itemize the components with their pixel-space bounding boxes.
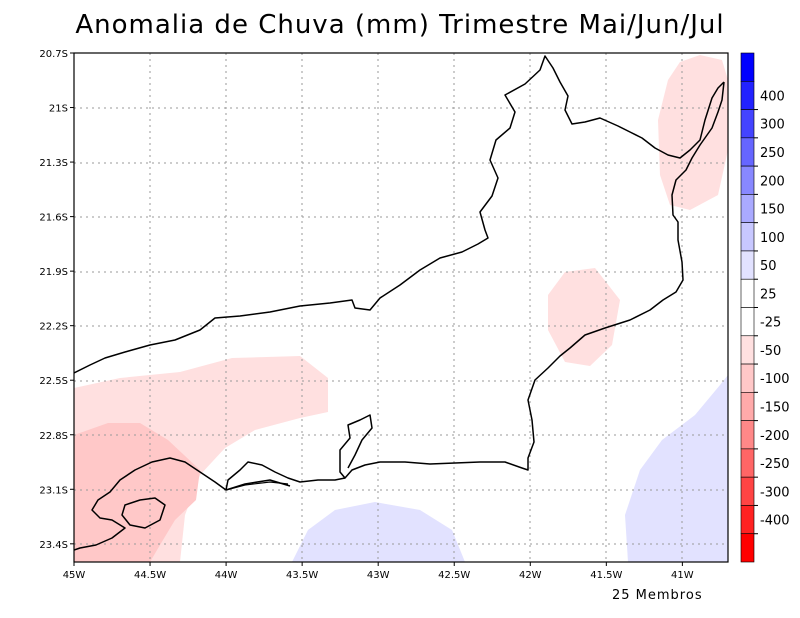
colorbar-bin xyxy=(740,392,755,421)
colorbar-label: 400 xyxy=(760,89,785,104)
colorbar-label: 200 xyxy=(760,174,785,189)
lon-tick-label: 45W xyxy=(63,570,86,581)
colorbar-label: 300 xyxy=(760,118,785,133)
state-border xyxy=(74,55,725,374)
colorbar-label: -150 xyxy=(760,400,790,415)
lon-tick-label: 41W xyxy=(671,570,694,581)
colorbar-bin xyxy=(740,363,755,393)
colorbar-bin xyxy=(740,476,755,506)
anomaly-region-positive-25-50-south xyxy=(292,502,465,562)
guanabara-bay xyxy=(225,461,346,491)
colorbar-bin xyxy=(740,278,755,308)
colorbar-bin xyxy=(740,307,755,337)
lon-tick-label: 43.5W xyxy=(286,570,318,581)
lat-tick-label: 23.1S xyxy=(39,485,68,496)
colorbar-label: -25 xyxy=(760,316,781,331)
ilha-grande xyxy=(121,497,166,529)
colorbar-bin xyxy=(740,505,755,535)
colorbar-bin xyxy=(740,420,755,450)
colorbar-label: -200 xyxy=(760,429,790,444)
anomaly-region-negative-25-50-central xyxy=(548,268,620,366)
colorbar-bin xyxy=(740,533,755,563)
colorbar-bin xyxy=(740,448,755,478)
colorbar-label: 100 xyxy=(760,231,785,246)
lon-axis: 45W 44.5W 44W 43.5W 43W 42.5W 42W 41.5W 41W xyxy=(63,562,694,581)
lon-tick-label: 44.5W xyxy=(134,570,166,581)
lat-tick-label: 22.2S xyxy=(39,322,68,333)
colorbar-bin xyxy=(740,250,755,280)
colorbar-bin xyxy=(740,137,755,167)
colorbar-bin xyxy=(740,194,755,223)
colorbar-bin xyxy=(740,80,755,110)
anomaly-shading xyxy=(74,55,728,562)
colorbar-label: -100 xyxy=(760,372,790,387)
colorbar-label: -300 xyxy=(760,485,790,500)
plot-frame xyxy=(73,52,729,563)
anomaly-region-negative-25-50-northeast xyxy=(658,55,728,210)
marambaia xyxy=(225,481,289,491)
lon-tick-label: 41.5W xyxy=(590,570,622,581)
colorbar-bin xyxy=(740,165,755,195)
colorbar-label: 250 xyxy=(760,146,785,161)
colorbar-label: -50 xyxy=(760,344,781,359)
lat-tick-label: 21S xyxy=(49,104,68,115)
grid-lines xyxy=(74,53,728,562)
lat-tick-label: 22.8S xyxy=(39,431,68,442)
colorbar: 400 300 250 200 150 100 50 25 -25 -50 -100 -150 -200… xyxy=(740,52,790,563)
lat-tick-label: 21.6S xyxy=(39,213,68,224)
colorbar-bin xyxy=(740,335,755,365)
coastline xyxy=(339,81,725,479)
colorbar-label: 150 xyxy=(760,203,785,218)
ensemble-members-label: 25 Membros xyxy=(612,588,703,603)
colorbar-label: 25 xyxy=(760,287,777,302)
lat-tick-label: 21.9S xyxy=(39,267,68,278)
lat-tick-label: 21.3S xyxy=(39,158,68,169)
colorbar-label: 50 xyxy=(760,259,777,274)
lon-tick-label: 43W xyxy=(367,570,390,581)
colorbar-label: -400 xyxy=(760,514,790,529)
colorbar-label: -250 xyxy=(760,457,790,472)
lon-tick-label: 42.5W xyxy=(438,570,470,581)
sepetiba-bay-coast xyxy=(74,457,227,551)
map-title: Anomalia de Chuva (mm) Trimestre Mai/Jun… xyxy=(75,10,725,40)
colorbar-bin xyxy=(740,109,755,139)
colorbar-bin xyxy=(740,222,755,252)
lat-axis: 20.7S 21S 21.3S 21.6S 21.9S 22.2S 22.5S 22.8S 23… xyxy=(39,49,74,551)
lon-tick-label: 42W xyxy=(519,570,542,581)
lon-tick-label: 44W xyxy=(215,570,238,581)
lat-tick-label: 22.5S xyxy=(39,376,68,387)
lat-tick-label: 20.7S xyxy=(39,49,68,60)
anomaly-region-positive-25-50-southeast xyxy=(625,375,728,562)
lat-tick-label: 23.4S xyxy=(39,540,68,551)
colorbar-bin xyxy=(740,52,755,82)
